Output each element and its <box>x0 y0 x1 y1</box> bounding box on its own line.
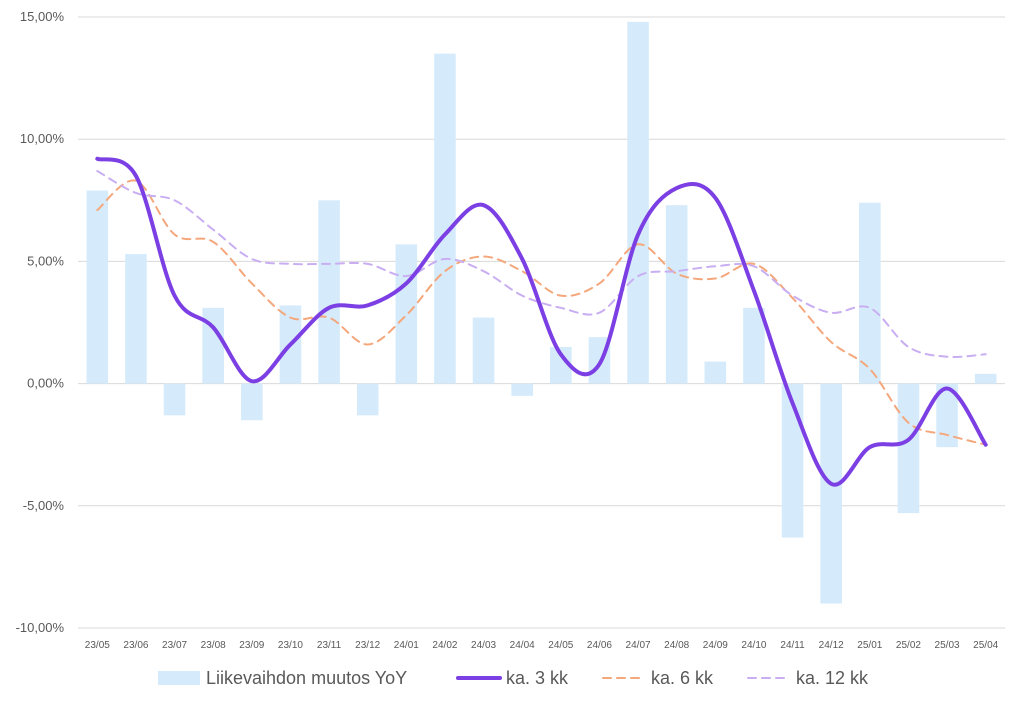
x-tick-label: 24/07 <box>626 640 651 651</box>
legend-label: ka. 6 kk <box>651 668 714 688</box>
bar <box>743 307 765 384</box>
legend-label: ka. 3 kk <box>506 668 569 688</box>
series-line <box>95 156 988 487</box>
x-tick-label: 24/01 <box>394 640 419 651</box>
x-tick-label: 23/12 <box>355 640 380 651</box>
y-tick-label: 15,00% <box>20 9 65 24</box>
bar <box>820 383 843 604</box>
y-tick-label: -10,00% <box>16 620 65 635</box>
bar <box>434 53 456 384</box>
x-tick-label: 24/09 <box>703 640 728 651</box>
x-tick-label: 25/02 <box>896 640 921 651</box>
bar <box>163 383 186 416</box>
bar <box>395 244 418 384</box>
bar <box>202 307 225 384</box>
bar <box>356 383 379 416</box>
bar <box>549 346 572 384</box>
x-tick-label: 24/11 <box>780 640 805 651</box>
bar <box>318 200 340 384</box>
bar <box>974 373 997 384</box>
bar <box>125 254 147 384</box>
y-tick-label: 10,00% <box>20 131 65 146</box>
legend-item: ka. 6 kk <box>602 668 714 688</box>
y-tick-label: 0,00% <box>27 376 64 391</box>
x-tick-label: 24/12 <box>819 640 844 651</box>
series-line <box>96 179 987 446</box>
bar <box>897 383 920 514</box>
x-tick-label: 23/06 <box>123 640 148 651</box>
bar <box>665 205 688 384</box>
x-tick-label: 24/05 <box>548 640 573 651</box>
y-tick-label: 5,00% <box>27 253 64 268</box>
legend-item: ka. 12 kk <box>747 668 869 688</box>
legend-item: Liikevaihdon muutos YoY <box>158 668 407 688</box>
bar <box>86 190 109 384</box>
x-tick-label: 23/10 <box>278 640 303 651</box>
x-tick-label: 24/10 <box>741 640 766 651</box>
x-tick-label: 25/04 <box>973 640 998 651</box>
line-series <box>95 156 988 487</box>
legend-item: ka. 3 kk <box>456 668 569 688</box>
legend-label: Liikevaihdon muutos YoY <box>206 668 407 688</box>
x-tick-label: 23/11 <box>317 640 342 651</box>
x-tick-label: 24/04 <box>510 640 535 651</box>
legend-swatch <box>158 671 200 685</box>
bar <box>858 202 881 384</box>
x-tick-label: 24/03 <box>471 640 496 651</box>
legend-label: ka. 12 kk <box>796 668 869 688</box>
bar <box>936 383 958 448</box>
bar <box>627 21 649 384</box>
bar <box>240 383 263 421</box>
x-axis-tick-labels: 23/05 23/06 23/07 23/08 23/09 23/10 23/11 23/12… <box>85 640 999 651</box>
x-tick-label: 25/03 <box>935 640 960 651</box>
x-tick-label: 24/08 <box>664 640 689 651</box>
x-tick-label: 24/02 <box>432 640 457 651</box>
series-line <box>96 169 987 358</box>
x-tick-label: 25/01 <box>857 640 882 651</box>
x-tick-label: 23/05 <box>85 640 110 651</box>
x-tick-label: 23/09 <box>239 640 264 651</box>
bar <box>704 361 727 384</box>
bar-series <box>86 21 997 604</box>
bar <box>511 383 534 396</box>
x-tick-label: 23/08 <box>201 640 226 651</box>
bar <box>472 317 495 384</box>
x-tick-label: 24/06 <box>587 640 612 651</box>
legend: Liikevaihdon muutos YoY ka. 3 kk ka. 6 kk k… <box>158 668 869 688</box>
y-tick-label: -5,00% <box>23 498 65 513</box>
x-tick-label: 23/07 <box>162 640 187 651</box>
y-axis-tick-labels: 15,00% 10,00% 5,00% 0,00% -5,00% -10,00% <box>16 9 65 635</box>
